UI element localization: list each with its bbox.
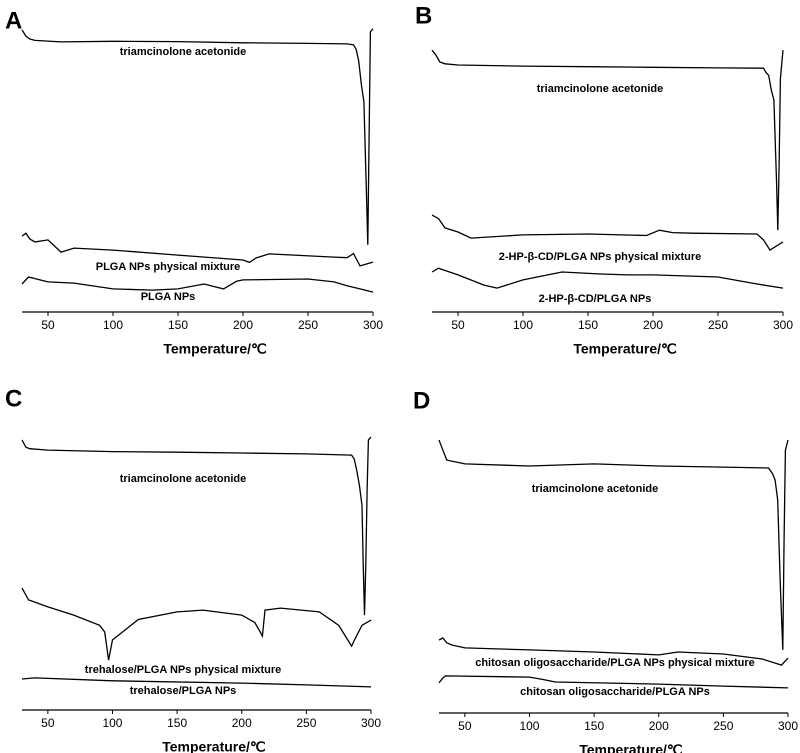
x-tick-label: 250 bbox=[298, 318, 318, 332]
curve-label: 2-HP-β-CD/PLGA NPs physical mixture bbox=[499, 251, 702, 263]
dsc-curve bbox=[21, 587, 372, 661]
dsc-curve bbox=[21, 28, 374, 245]
dsc-curve bbox=[431, 214, 784, 251]
curve-label: 2-HP-β-CD/PLGA NPs bbox=[539, 293, 652, 305]
x-tick-label: 50 bbox=[41, 716, 55, 730]
x-tick-label: 250 bbox=[296, 716, 316, 730]
x-tick-label: 100 bbox=[513, 318, 533, 332]
curve-label: trehalose/PLGA NPs physical mixture bbox=[85, 664, 281, 676]
dsc-curve bbox=[21, 677, 372, 688]
dsc-curve bbox=[21, 232, 374, 267]
curve-label: PLGA NPs physical mixture bbox=[96, 261, 240, 273]
curve-label: triamcinolone acetonide bbox=[120, 46, 247, 58]
x-axis-title: Temperature/℃ bbox=[163, 341, 267, 357]
dsc-curve bbox=[438, 637, 789, 666]
dsc-curve bbox=[21, 436, 372, 616]
panel-label: C bbox=[5, 385, 22, 412]
panel-label: B bbox=[415, 2, 432, 29]
x-tick-label: 200 bbox=[232, 716, 252, 730]
x-tick-label: 300 bbox=[363, 318, 383, 332]
x-tick-label: 300 bbox=[361, 716, 381, 730]
x-tick-label: 250 bbox=[708, 318, 728, 332]
x-tick-label: 150 bbox=[168, 318, 188, 332]
x-tick-label: 150 bbox=[578, 318, 598, 332]
x-axis-title: Temperature/℃ bbox=[162, 739, 266, 753]
curve-label: triamcinolone acetonide bbox=[532, 483, 659, 495]
x-tick-label: 150 bbox=[584, 719, 604, 733]
curve-label: triamcinolone acetonide bbox=[120, 473, 247, 485]
x-tick-label: 50 bbox=[451, 318, 465, 332]
dsc-curve bbox=[438, 675, 789, 689]
dsc-curve bbox=[21, 276, 374, 293]
x-tick-label: 200 bbox=[233, 318, 253, 332]
dsc-curve bbox=[438, 439, 789, 650]
panel-label: D bbox=[413, 387, 430, 414]
x-axis-title: Temperature/℃ bbox=[573, 341, 677, 357]
x-tick-label: 150 bbox=[167, 716, 187, 730]
x-tick-label: 50 bbox=[458, 719, 472, 733]
curve-label: triamcinolone acetonide bbox=[537, 83, 664, 95]
curve-label: trehalose/PLGA NPs bbox=[130, 685, 237, 697]
dsc-curve bbox=[431, 267, 784, 289]
curve-label: PLGA NPs bbox=[141, 291, 196, 303]
panel-label: A bbox=[5, 7, 22, 34]
x-tick-label: 100 bbox=[102, 716, 122, 730]
x-tick-label: 250 bbox=[713, 719, 733, 733]
x-tick-label: 300 bbox=[773, 318, 793, 332]
x-tick-label: 100 bbox=[103, 318, 123, 332]
x-tick-label: 200 bbox=[649, 719, 669, 733]
x-tick-label: 300 bbox=[778, 719, 798, 733]
curve-label: chitosan oligosaccharide/PLGA NPs physic… bbox=[475, 657, 755, 669]
dsc-curve bbox=[431, 49, 784, 231]
x-tick-label: 200 bbox=[643, 318, 663, 332]
curve-label: chitosan oligosaccharide/PLGA NPs bbox=[520, 686, 710, 698]
x-tick-label: 50 bbox=[41, 318, 55, 332]
x-axis-title: Temperature/℃ bbox=[579, 742, 683, 753]
x-tick-label: 100 bbox=[519, 719, 539, 733]
